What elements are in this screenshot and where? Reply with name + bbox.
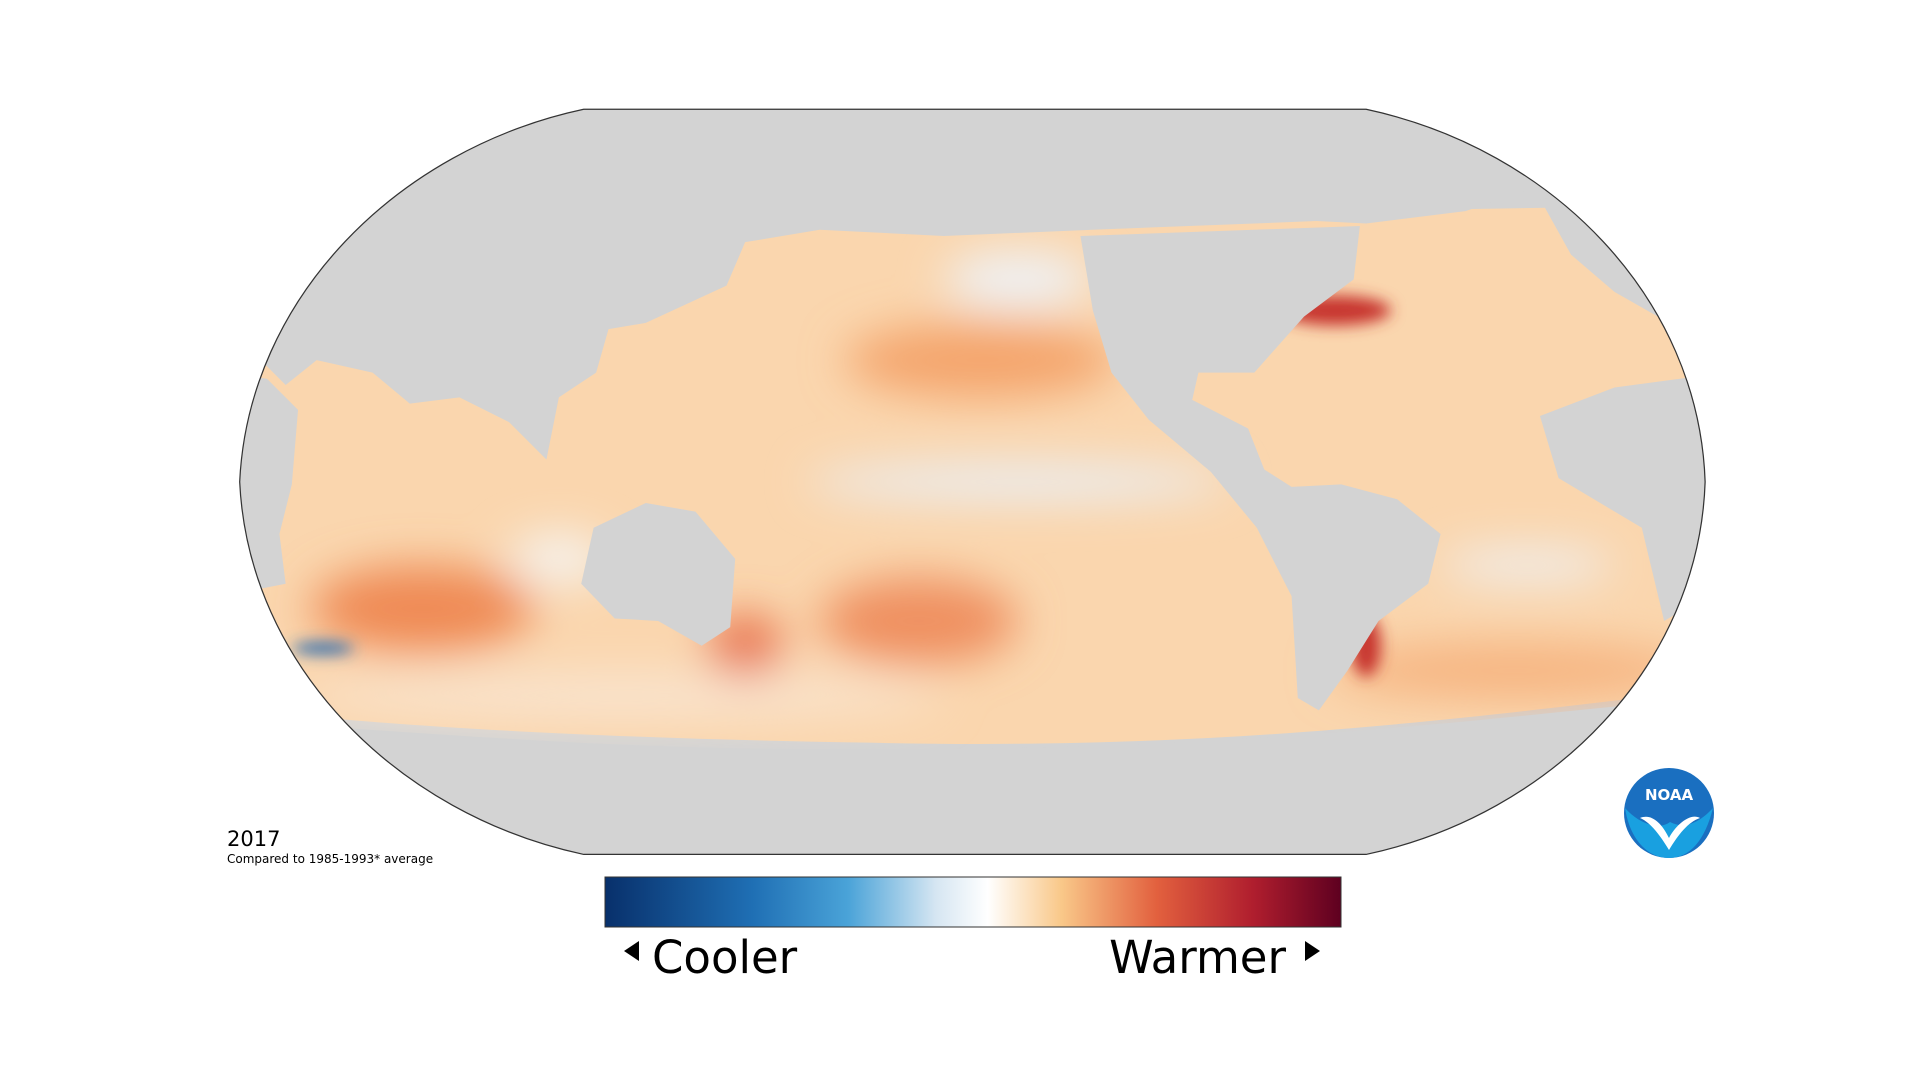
logo-text: NOAA bbox=[1645, 786, 1694, 804]
cooler-label: Cooler bbox=[652, 931, 798, 984]
map bbox=[239, 108, 1706, 856]
logo-bird bbox=[1640, 816, 1700, 850]
logo-wave bbox=[1625, 808, 1713, 858]
anomaly-field bbox=[298, 252, 1702, 718]
colorbar bbox=[604, 876, 1342, 928]
noaa-logo: NOAA bbox=[1624, 768, 1714, 858]
anomaly-coldspot bbox=[291, 642, 354, 655]
cooler-arrow bbox=[624, 941, 639, 961]
caption: Compared to 1985-1993* average bbox=[227, 852, 433, 866]
year-label: 2017 bbox=[227, 827, 280, 851]
warmer-arrow bbox=[1305, 941, 1320, 961]
warmer-label: Warmer bbox=[1109, 931, 1286, 984]
map-outline bbox=[239, 108, 1706, 856]
